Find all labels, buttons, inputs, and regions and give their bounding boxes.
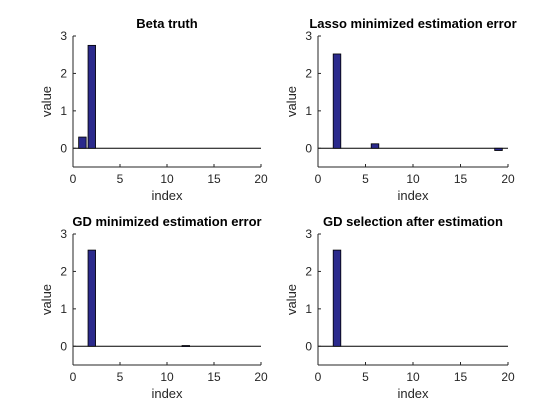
- x-tick-label: 15: [207, 370, 221, 384]
- x-tick-label: 15: [454, 172, 468, 186]
- y-axis-label: value: [284, 86, 299, 117]
- x-tick-label: 15: [207, 172, 221, 186]
- y-tick-label: 2: [60, 66, 67, 80]
- x-axis-label: index: [397, 386, 429, 401]
- bar: [494, 147, 503, 151]
- y-tick-label: 2: [305, 66, 312, 80]
- x-tick-label: 5: [117, 370, 124, 384]
- y-tick-label: 1: [60, 302, 67, 316]
- x-tick-label: 10: [406, 172, 420, 186]
- x-tick-label: 20: [501, 172, 515, 186]
- x-tick-label: 15: [454, 370, 468, 384]
- chart-title: GD minimized estimation error: [72, 214, 261, 229]
- bar: [332, 53, 342, 149]
- y-tick-label: 2: [60, 264, 67, 278]
- y-tick-label: 2: [305, 264, 312, 278]
- y-tick-label: 1: [60, 104, 67, 118]
- y-tick-label: 3: [305, 29, 312, 43]
- x-axis-label: index: [151, 188, 183, 203]
- x-tick-label: 20: [501, 370, 515, 384]
- subplot-3: 0 5 10 15 20 0 1 2 3 GD minimized estimation erro…: [39, 214, 268, 401]
- bar: [87, 44, 96, 149]
- y-axis-label: value: [284, 284, 299, 315]
- x-tick-label: 10: [406, 370, 420, 384]
- bar: [78, 136, 87, 149]
- x-axis-label: index: [151, 386, 183, 401]
- y-tick-label: 0: [305, 141, 312, 155]
- y-tick-label: 0: [60, 339, 67, 353]
- chart-title: Beta truth: [136, 16, 197, 31]
- y-tick-label: 3: [305, 227, 312, 241]
- x-tick-label: 5: [362, 172, 369, 186]
- x-tick-label: 0: [315, 172, 322, 186]
- y-tick-label: 1: [305, 302, 312, 316]
- x-tick-label: 20: [254, 370, 268, 384]
- y-tick-label: 0: [305, 339, 312, 353]
- y-tick-label: 1: [305, 104, 312, 118]
- x-tick-label: 10: [160, 172, 174, 186]
- x-tick-label: 5: [117, 172, 124, 186]
- y-tick-label: 3: [60, 29, 67, 43]
- bar: [332, 249, 342, 347]
- bar: [87, 249, 96, 347]
- x-tick-label: 5: [362, 370, 369, 384]
- x-tick-label: 10: [160, 370, 174, 384]
- subplot-4: 0 5 10 15 20 0 1 2 3 GD selection after estimatio…: [284, 214, 515, 401]
- y-tick-label: 3: [60, 227, 67, 241]
- bar: [181, 345, 190, 347]
- x-tick-label: 20: [254, 172, 268, 186]
- x-axis-label: index: [397, 188, 429, 203]
- x-tick-label: 0: [70, 172, 77, 186]
- subplot-1: 0 5 10 15 20 0 1 2 3 Beta truth index value: [39, 16, 268, 203]
- x-tick-label: 0: [70, 370, 77, 384]
- y-tick-label: 0: [60, 141, 67, 155]
- chart-title: Lasso minimized estimation error: [309, 16, 516, 31]
- chart-title: GD selection after estimation: [323, 214, 503, 229]
- y-axis-label: value: [39, 86, 54, 117]
- bar: [370, 143, 380, 149]
- y-axis-label: value: [39, 284, 54, 315]
- x-tick-label: 0: [315, 370, 322, 384]
